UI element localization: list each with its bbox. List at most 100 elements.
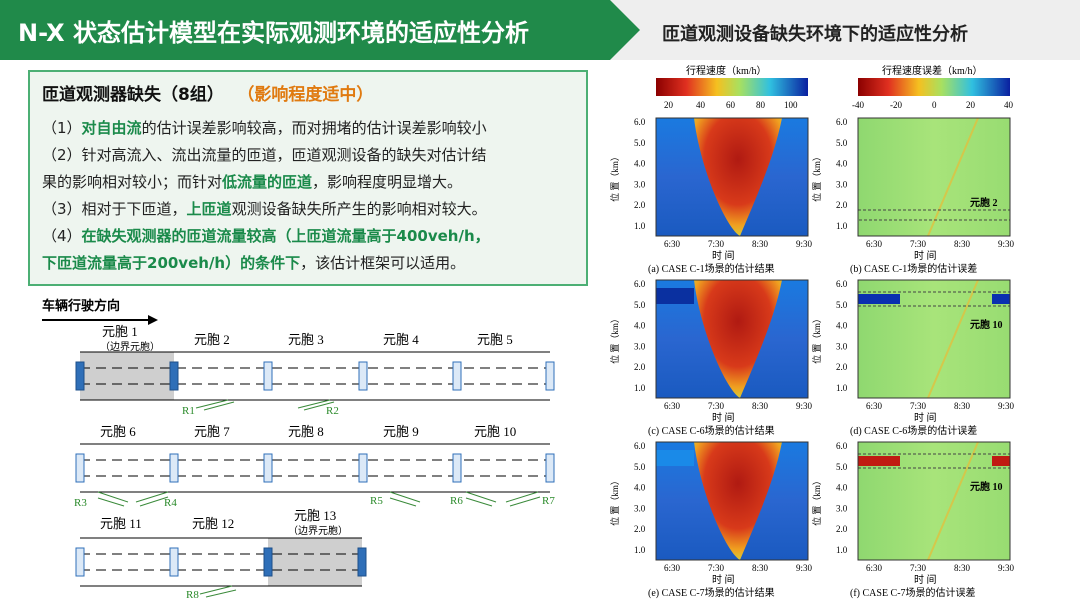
error-ridge <box>927 279 979 399</box>
speed-tick: 60 <box>726 100 736 110</box>
speed-tick: 80 <box>756 100 766 110</box>
error-heatmap <box>858 118 1010 236</box>
detector <box>169 547 179 577</box>
detector <box>263 453 273 483</box>
error-tick: 0 <box>932 100 937 110</box>
x-axis-label: 时 间 <box>914 411 937 424</box>
error-colorbar <box>858 78 1010 96</box>
chart-caption: (b) CASE C-1场景的估计误差 <box>850 262 977 275</box>
ramp-line <box>465 491 497 503</box>
y-tick-label: 5.0 <box>836 138 848 148</box>
speed-tick: 20 <box>664 100 674 110</box>
error-tick: 40 <box>1004 100 1014 110</box>
summary-heading: 匝道观测器缺失（8组） （影响程度适中） <box>42 80 574 105</box>
y-tick-label: 1.0 <box>634 383 646 393</box>
y-tick-label: 1.0 <box>634 221 646 231</box>
detector <box>75 361 85 391</box>
chart-caption: (f) CASE C-7场景的估计误差 <box>850 586 976 599</box>
ramp-line <box>97 497 125 507</box>
x-tick-label: 9:30 <box>796 239 813 249</box>
x-tick-label: 6:30 <box>866 563 883 573</box>
direction-label: 车辆行驶方向 <box>42 298 120 313</box>
congestion-region <box>694 118 782 236</box>
chart-caption: (c) CASE C-6场景的估计结果 <box>648 424 775 437</box>
impact-label: （影响程度适中） <box>245 85 374 105</box>
y-tick-label: 1.0 <box>836 383 848 393</box>
error-tick: -40 <box>852 100 864 110</box>
cell-label: 元胞 6 <box>100 424 136 439</box>
heatmap-panel: 行程速度（km/h） 20 40 60 80 100 行程速度误差（km/h） … <box>609 64 1015 599</box>
cell-label: 元胞 13 <box>294 508 336 523</box>
y-tick-label: 4.0 <box>836 159 848 169</box>
speed-tick: 40 <box>696 100 706 110</box>
summary-line-1: （1）对自由流的估计误差影响较高，而对拥堵的估计误差影响较小 <box>42 115 574 142</box>
error-band-right <box>992 456 1010 466</box>
ramp-line <box>389 497 417 507</box>
cell-annotation: 元胞 10 <box>970 318 1003 331</box>
y-tick-label: 4.0 <box>634 159 646 169</box>
error-band-left <box>858 456 900 466</box>
y-tick-label: 4.0 <box>634 483 646 493</box>
road-cell-diagram: 车辆行驶方向 元胞 1 （边界元胞） 元胞 2 元胞 3 元胞 4 元胞 5 R… <box>42 298 555 601</box>
y-tick-label: 3.0 <box>634 341 646 351</box>
header-band: N-X 状态估计模型在实际观测环境的适应性分析 匝道观测设备缺失环境下的适应性分… <box>0 0 1080 60</box>
road-row-3: 元胞 11 元胞 12 元胞 13 （边界元胞） R8 <box>75 508 367 601</box>
y-tick-label: 5.0 <box>634 462 646 472</box>
plot-frame <box>857 117 1011 237</box>
l1-prefix: （1） <box>42 119 82 137</box>
y-tick-label: 2.0 <box>836 200 848 210</box>
road-row-2: 元胞 6 元胞 7 元胞 8 元胞 9 元胞 10 R3 R4 R5 R6 R7 <box>74 424 555 509</box>
x-tick-label: 7:30 <box>708 563 725 573</box>
summary-line-4: （3）相对于下匝道，上匝道观测设备缺失所产生的影响相对较大。 <box>42 196 574 223</box>
y-tick-label: 2.0 <box>634 200 646 210</box>
x-tick-label: 6:30 <box>664 239 681 249</box>
error-tick: 20 <box>966 100 976 110</box>
y-tick-label: 1.0 <box>634 545 646 555</box>
x-tick-label: 8:30 <box>954 563 971 573</box>
y-tick-label: 5.0 <box>836 300 848 310</box>
detector <box>357 547 367 577</box>
congestion-region <box>694 280 782 398</box>
y-tick-label: 3.0 <box>634 179 646 189</box>
ramp-line <box>389 491 421 503</box>
y-tick-label: 2.0 <box>836 362 848 372</box>
chart-caption: (a) CASE C-1场景的估计结果 <box>648 262 775 275</box>
plot-frame <box>655 441 809 561</box>
x-tick-label: 6:30 <box>866 401 883 411</box>
detector <box>75 453 85 483</box>
summary-box: 匝道观测器缺失（8组） （影响程度适中） （1）对自由流的估计误差影响较高，而对拥… <box>28 70 588 286</box>
y-tick-label: 2.0 <box>836 524 848 534</box>
summary-line-6: 下匝道流量高于200veh/h）的条件下，该估计框架可以适用。 <box>42 250 574 277</box>
boundary-cell-13-fill <box>268 538 362 586</box>
y-tick-label: 6.0 <box>634 441 646 451</box>
ramp-label: R4 <box>164 497 177 509</box>
ramp-label: R5 <box>370 495 383 507</box>
x-tick-label: 7:30 <box>910 239 927 249</box>
y-tick-label: 5.0 <box>836 462 848 472</box>
detector <box>452 361 462 391</box>
y-tick-label: 2.0 <box>634 362 646 372</box>
plot-frame <box>857 441 1011 561</box>
ramp-line <box>297 399 331 409</box>
x-tick-label: 9:30 <box>998 401 1015 411</box>
x-axis-label: 时 间 <box>712 249 735 262</box>
plot-frame <box>655 117 809 237</box>
x-tick-label: 8:30 <box>954 401 971 411</box>
x-tick-label: 8:30 <box>752 239 769 249</box>
l6-highlight: 下匝道流量高于200veh/h）的条件下 <box>42 254 301 272</box>
l3-text: 果的影响相对较小；而针对 <box>42 173 223 191</box>
y-tick-label: 5.0 <box>634 300 646 310</box>
y-axis-label: 位 置（km） <box>609 314 620 364</box>
x-tick-label: 9:30 <box>998 239 1015 249</box>
cell-label: 元胞 10 <box>474 424 516 439</box>
detector <box>263 547 273 577</box>
summary-line-3: 果的影响相对较小；而针对低流量的匝道，影响程度明显增大。 <box>42 169 574 196</box>
l1-text: 的估计误差影响较高，而对拥堵的估计误差影响较小 <box>141 119 487 137</box>
x-tick-label: 7:30 <box>910 563 927 573</box>
ramp-line <box>139 496 169 507</box>
ramp-line <box>195 399 229 409</box>
cell-annotation: 元胞 2 <box>970 196 998 209</box>
cell-label: 元胞 3 <box>288 332 324 347</box>
x-axis-label: 时 间 <box>914 249 937 262</box>
summary-line-2: （2）针对高流入、流出流量的匝道，匝道观测设备的缺失对估计结 <box>42 146 487 164</box>
